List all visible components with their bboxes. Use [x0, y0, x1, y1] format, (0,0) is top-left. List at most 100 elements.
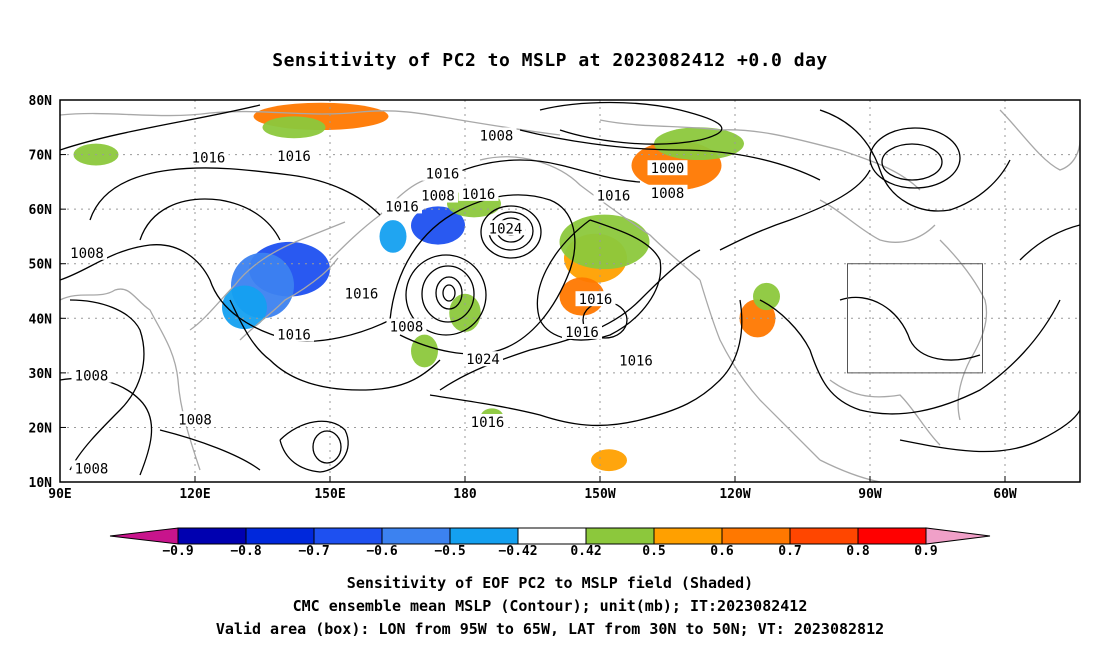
colorbar-label: 0.42 [570, 544, 602, 559]
colorbar-label: 0.7 [778, 544, 802, 559]
mslp-contour [480, 205, 542, 259]
longitude-label: 150E [314, 487, 345, 502]
mslp-contour [839, 296, 981, 361]
contour-label: 1008 [390, 319, 424, 335]
mslp-contour [139, 198, 281, 241]
contour-label-bg [422, 165, 463, 181]
latitude-label: 10N [29, 476, 53, 491]
longitude-label: 150W [584, 487, 615, 502]
contour-label: 1008 [651, 186, 685, 202]
colorbar [109, 527, 991, 545]
mslp-contour [1019, 224, 1080, 261]
mslp-contour [421, 265, 475, 323]
contour-label: 1016 [565, 325, 599, 341]
mslp-contour [429, 299, 743, 427]
contour-label-bg [593, 187, 634, 203]
contour-label: 1016 [579, 292, 613, 308]
colorbar-label: −0.7 [298, 544, 330, 559]
latitude-label: 60N [29, 203, 53, 218]
contour-labels: 1008 1016 1016 1016 1008 1016 1016 1024 1016 1000… [67, 127, 688, 477]
mslp-contour [159, 429, 261, 471]
latitude-label: 50N [29, 258, 53, 273]
mslp-contour [405, 254, 487, 336]
contour-label: 1016 [192, 150, 226, 166]
map-frame [59, 99, 1081, 483]
contour-label-bg [485, 220, 526, 236]
contour-label-bg [458, 185, 499, 201]
colorbar-swatch [721, 527, 791, 545]
sensitivity-patch [379, 220, 407, 253]
contour-label-bg [274, 148, 314, 164]
contour-label: 1016 [597, 189, 631, 205]
contour-label-bg [463, 351, 503, 367]
sensitivity-shading-layer [73, 102, 780, 472]
colorbar-label: −0.9 [162, 544, 194, 559]
contour-label-bg [616, 352, 656, 368]
mslp-contour [442, 284, 456, 302]
colorbar-label: 0.9 [914, 544, 938, 559]
mslp-contour [719, 169, 871, 251]
contour-label-bg [382, 198, 422, 214]
longitude-label: 120E [179, 487, 210, 502]
sensitivity-patch [559, 214, 650, 270]
contour-label: 1024 [466, 352, 500, 368]
hudson-bay-coastline [819, 199, 936, 243]
east-asia-coastline [189, 221, 346, 331]
contour-label-bg [647, 184, 688, 200]
contour-label-bg [71, 367, 112, 383]
colorbar-over-triangle [925, 527, 991, 545]
mslp-contour [435, 276, 463, 310]
contour-label: 1024 [489, 221, 523, 237]
sensitivity-patch [411, 334, 438, 368]
latitude-label: 80N [29, 94, 53, 109]
sensitivity-patch [591, 449, 627, 472]
contour-label: 1016 [277, 328, 311, 344]
contour-label: 1016 [385, 199, 419, 215]
colorbar-swatch [177, 527, 247, 545]
caption-line-1: Sensitivity of EOF PC2 to MSLP field (Sh… [346, 574, 754, 592]
colorbar-label: −0.5 [434, 544, 466, 559]
colorbar-label: −0.8 [230, 544, 262, 559]
contour-label: 1008 [480, 128, 514, 144]
mslp-contour [279, 420, 349, 473]
contour-label-bg [647, 160, 688, 176]
contour-label: 1016 [277, 149, 311, 165]
longitude-label: 90W [858, 487, 882, 502]
mslp-contour [60, 104, 261, 151]
colorbar-swatch [857, 527, 927, 545]
contour-label-bg [274, 326, 314, 342]
mslp-contour [312, 430, 342, 464]
mslp-contour [536, 219, 662, 341]
contour-label-bg [341, 285, 382, 301]
contour-label: 1016 [471, 415, 505, 431]
west-na-coastline [699, 279, 821, 461]
central-america-coastline [819, 459, 881, 482]
contour-label-bg [562, 323, 602, 339]
latitude-label: 70N [29, 149, 53, 164]
colorbar-swatch [517, 527, 587, 545]
colorbar-label: −0.6 [366, 544, 398, 559]
japan-coastline [239, 257, 339, 341]
latitude-label: 30N [29, 367, 53, 382]
contour-label-bg [386, 318, 427, 334]
contour-label: 1000 [651, 161, 685, 177]
contour-label: 1008 [178, 412, 212, 428]
sensitivity-patch [411, 206, 465, 245]
contour-label: 1008 [75, 369, 109, 385]
colorbar-label: −0.42 [498, 544, 538, 559]
contour-label-bg [476, 127, 517, 143]
mslp-contour [819, 109, 1011, 212]
longitude-label: 120W [719, 487, 750, 502]
contour-label: 1016 [426, 167, 460, 183]
mslp-contour [69, 299, 145, 471]
mslp-contour [869, 127, 961, 189]
sensitivity-patch [449, 293, 481, 332]
contour-label: 1016 [619, 353, 653, 369]
caption-line-3: Valid area (box): LON from 95W to 65W, L… [215, 620, 885, 638]
colorbar-swatch [585, 527, 655, 545]
sensitivity-patch [262, 116, 326, 139]
contour-label-bg [575, 291, 616, 307]
colorbar-swatch [381, 527, 451, 545]
contour-label: 1016 [345, 287, 379, 303]
